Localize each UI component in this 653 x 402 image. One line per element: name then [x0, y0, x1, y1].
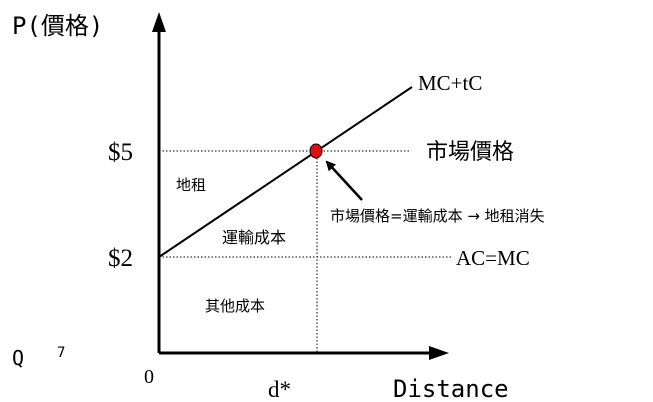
- corner-label-num: 7: [57, 345, 65, 361]
- annotation-text: 市場價格=運輸成本 → 地租消失: [330, 207, 545, 225]
- corner-label-q: Q: [12, 346, 24, 370]
- mc-tc-label: MC+tC: [418, 71, 482, 95]
- market-price-label: 市場價格: [426, 140, 514, 165]
- origin-label: 0: [144, 366, 154, 388]
- region-label-rent: 地租: [176, 176, 206, 194]
- y-axis-label: P(價格): [12, 12, 103, 40]
- ac-mc-label: AC=MC: [456, 246, 530, 270]
- region-label-transport: 運輸成本: [222, 228, 286, 247]
- x-axis-arrow-icon: [429, 346, 449, 360]
- x-axis-label: Distance: [393, 375, 509, 402]
- price-label-5: $5: [108, 139, 133, 166]
- price-label-2: $2: [108, 245, 133, 272]
- mc-tc-line: [158, 86, 413, 258]
- y-axis-arrow-icon: [152, 12, 166, 32]
- annotation-arrow-icon: [325, 160, 363, 201]
- market-price-point: [309, 143, 323, 159]
- distance-d-star-label: d*: [268, 377, 291, 402]
- region-label-other: 其他成本: [205, 297, 265, 315]
